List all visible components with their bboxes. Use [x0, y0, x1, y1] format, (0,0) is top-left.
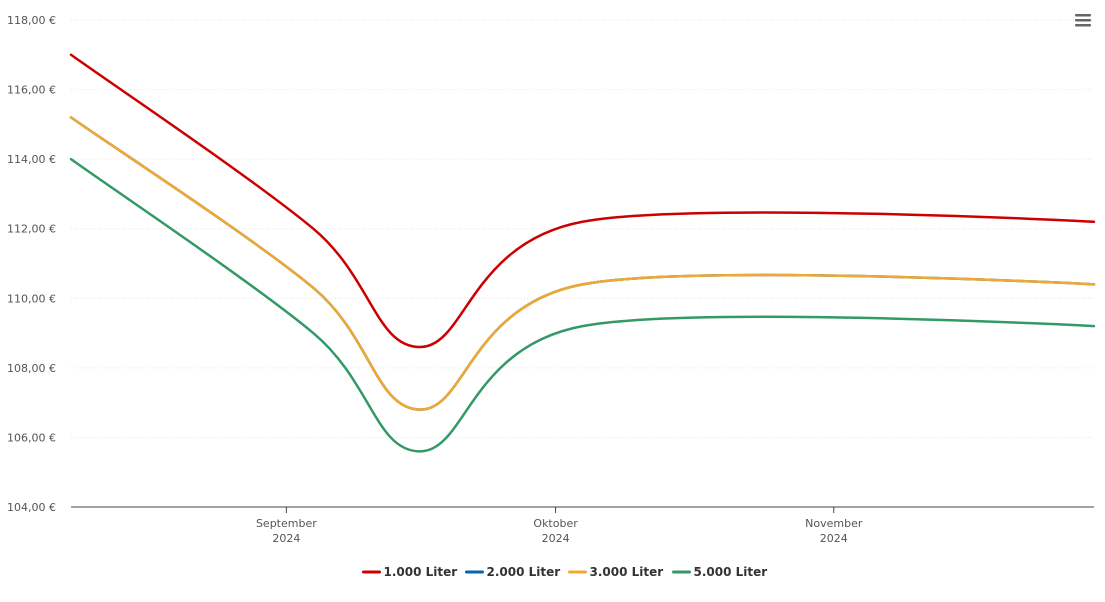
y-tick-label: 106,00 €: [7, 431, 56, 444]
x-tick-label-year: 2024: [820, 532, 848, 545]
y-tick-label: 114,00 €: [7, 153, 56, 166]
series-layer: [69, 53, 1096, 453]
x-tick-label-month: Oktober: [533, 517, 578, 530]
y-tick-label: 118,00 €: [7, 14, 56, 27]
legend-item[interactable]: 5.000 Liter: [672, 565, 768, 579]
legend-item[interactable]: 1.000 Liter: [362, 565, 458, 579]
y-tick-label: 112,00 €: [7, 223, 56, 236]
y-tick-label: 104,00 €: [7, 501, 56, 514]
x-tick-label-month: November: [805, 517, 863, 530]
legend-item[interactable]: 3.000 Liter: [568, 565, 664, 579]
x-tick-label-year: 2024: [272, 532, 300, 545]
y-tick-label: 110,00 €: [7, 292, 56, 305]
y-axis: 104,00 € 106,00 € 108,00 € 110,00 € 112,00 €…: [7, 14, 56, 514]
x-axis: September 2024 Oktober 2024 November 2024: [71, 506, 1094, 545]
hamburger-menu-icon[interactable]: [1071, 10, 1095, 32]
series-line-2[interactable]: [69, 116, 1096, 411]
legend-label: 2.000 Liter: [487, 565, 561, 579]
x-tick-label-month: September: [256, 517, 317, 530]
legend-label: 5.000 Liter: [694, 565, 768, 579]
x-tick-label-year: 2024: [542, 532, 570, 545]
y-tick-label: 116,00 €: [7, 84, 56, 97]
legend[interactable]: 1.000 Liter 2.000 Liter 3.000 Liter 5.000 L…: [362, 565, 768, 579]
grid-layer: [71, 19, 1094, 438]
series-line-0[interactable]: [69, 53, 1096, 349]
series-line-3[interactable]: [69, 157, 1096, 453]
legend-label: 3.000 Liter: [590, 565, 664, 579]
legend-label: 1.000 Liter: [384, 565, 458, 579]
legend-item[interactable]: 2.000 Liter: [465, 565, 561, 579]
y-tick-label: 108,00 €: [7, 362, 56, 375]
